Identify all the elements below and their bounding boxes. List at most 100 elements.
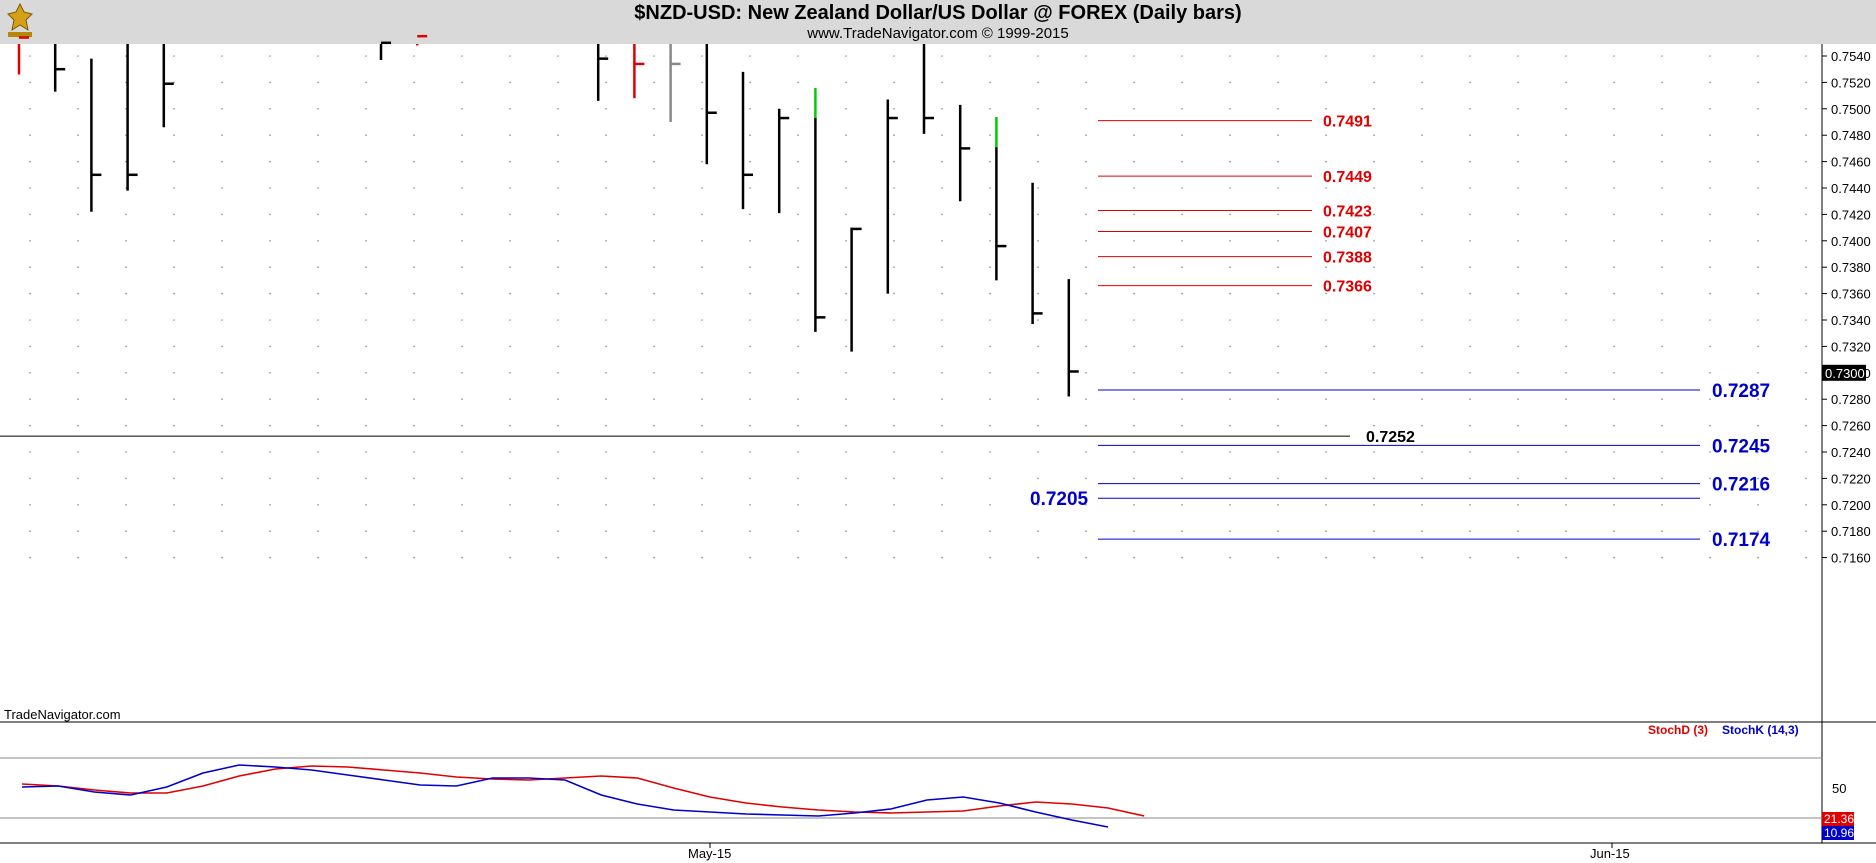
grid-dot (1469, 530, 1471, 532)
ohlc-bar (17, 36, 29, 75)
grid-dot (1133, 134, 1135, 136)
grid-dot (1085, 213, 1087, 216)
grid-dot (653, 240, 655, 242)
grid-dot (1565, 530, 1567, 532)
legend-stochk: StochK (14,3) (1722, 723, 1799, 737)
last-price-label: 0.7300 (1825, 366, 1865, 381)
stochk-last-box (1822, 826, 1854, 840)
grid-dot (125, 319, 127, 321)
grid-dot (749, 504, 751, 506)
grid-dot (1421, 319, 1423, 321)
grid-dot (605, 504, 607, 506)
grid-dot (221, 319, 223, 321)
grid-dot (1037, 451, 1039, 453)
grid-dot (1757, 266, 1759, 269)
grid-dot (1613, 292, 1615, 295)
grid-dot (221, 556, 223, 559)
grid-dot (1565, 108, 1567, 110)
grid-dot (893, 424, 895, 427)
grid-dot (1133, 187, 1135, 189)
grid-dot (749, 108, 751, 110)
y-tick-label: 0.7500 (1831, 102, 1871, 117)
grid-dot (1709, 530, 1711, 532)
grid-dot (1373, 55, 1375, 57)
grid-dot (653, 187, 655, 189)
grid-dot (1565, 477, 1567, 480)
grid-dot (317, 372, 319, 374)
grid-dot (365, 319, 367, 321)
ohlc-bar (850, 227, 862, 352)
resistance-label: 0.7388 (1323, 250, 1372, 267)
grid-dot (173, 477, 175, 480)
grid-dot (893, 477, 895, 480)
grid-dot (509, 372, 511, 374)
grid-dot (413, 424, 415, 427)
grid-dot (1229, 477, 1231, 480)
grid-dot (509, 451, 511, 453)
grid-dot (413, 108, 415, 110)
grid-dot (1661, 292, 1663, 295)
grid-dot (1229, 240, 1231, 242)
trade-navigator-logo-icon (7, 2, 33, 37)
grid-dot (1325, 477, 1327, 480)
grid-dot (1133, 55, 1135, 57)
grid-dot (1181, 55, 1183, 57)
grid-dot (701, 504, 703, 506)
grid-dot (29, 372, 31, 374)
grid-dot (77, 292, 79, 295)
grid-dot (1805, 240, 1807, 242)
grid-dot (29, 451, 31, 453)
grid-dot (173, 451, 175, 453)
grid-dot (1181, 556, 1183, 559)
ohlc-bar (669, 44, 681, 122)
grid-dot (941, 81, 943, 84)
grid-dot (1469, 240, 1471, 242)
grid-dot (1757, 504, 1759, 506)
grid-dot (1469, 187, 1471, 189)
grid-dot (605, 266, 607, 269)
grid-dot (1277, 372, 1279, 374)
grid-dot (509, 556, 511, 559)
grid-dot (1373, 292, 1375, 295)
grid-dot (125, 451, 127, 453)
grid-dot (1325, 372, 1327, 374)
support-label-black: 0.7252 (1366, 429, 1415, 446)
grid-dot (653, 55, 655, 57)
grid-dot (845, 424, 847, 427)
grid-dot (1661, 345, 1663, 348)
grid-dot (1613, 451, 1615, 453)
grid-dot (797, 213, 799, 216)
y-tick-label: 0.7460 (1831, 155, 1871, 170)
grid-dot (461, 424, 463, 427)
grid-dot (1613, 345, 1615, 348)
title-bar (0, 0, 1876, 44)
grid-dot (1325, 504, 1327, 506)
grid-dot (125, 266, 127, 269)
grid-dot (893, 187, 895, 189)
grid-dot (29, 240, 31, 242)
grid-dot (1805, 556, 1807, 559)
grid-dot (1373, 372, 1375, 374)
grid-dot (1661, 504, 1663, 506)
grid-dot (1469, 345, 1471, 348)
grid-dot (941, 134, 943, 136)
grid-dot (893, 398, 895, 401)
grid-dot (269, 266, 271, 269)
grid-dot (365, 372, 367, 374)
grid-dot (77, 504, 79, 506)
grid-dot (1133, 160, 1135, 163)
grid-dot (77, 319, 79, 321)
grid-dot (269, 319, 271, 321)
grid-dot (365, 424, 367, 427)
grid-dot (1085, 55, 1087, 57)
grid-dot (749, 398, 751, 401)
grid-dot (1613, 319, 1615, 321)
grid-dot (1277, 398, 1279, 401)
grid-dot (1661, 213, 1663, 216)
grid-dot (1757, 398, 1759, 401)
grid-dot (269, 108, 271, 110)
grid-dot (749, 55, 751, 57)
grid-dot (1517, 187, 1519, 189)
grid-dot (701, 213, 703, 216)
